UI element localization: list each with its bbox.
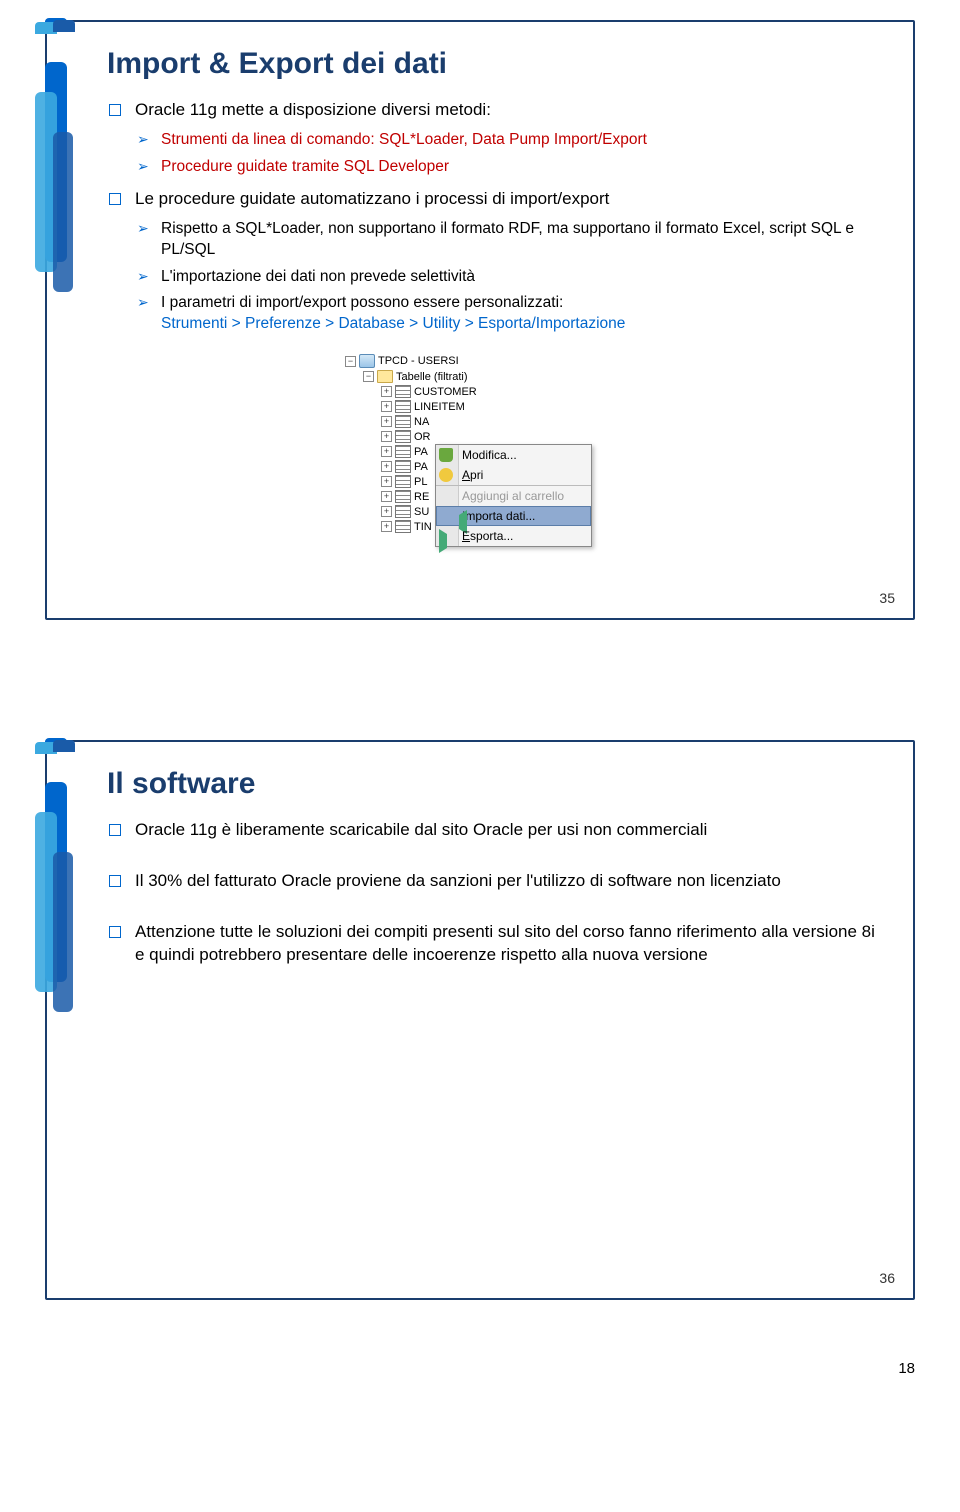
expand-icon[interactable]: + bbox=[381, 386, 392, 397]
slide-title: Il software bbox=[107, 767, 883, 801]
slide-page-number: 35 bbox=[879, 590, 895, 606]
tree-folder[interactable]: − Tabelle (filtrati) bbox=[345, 369, 645, 384]
collapse-icon[interactable]: − bbox=[345, 356, 356, 367]
table-icon bbox=[395, 505, 411, 518]
slide-tab-caps bbox=[35, 18, 77, 38]
tree-table-item[interactable]: + LINEITEM bbox=[381, 399, 645, 414]
menu-label: Apri bbox=[462, 468, 483, 482]
expand-icon[interactable]: + bbox=[381, 461, 392, 472]
subbullet-item: Procedure guidate tramite SQL Developer bbox=[135, 157, 883, 178]
bullet-item: Il 30% del fatturato Oracle proviene da … bbox=[107, 870, 883, 893]
subbullet-item: Strumenti da linea di comando: SQL*Loade… bbox=[135, 130, 883, 151]
document-page-number: 18 bbox=[0, 1340, 960, 1397]
bullet-text: Oracle 11g è liberamente scaricabile dal… bbox=[135, 820, 707, 839]
subbullet-text: I parametri di import/export possono ess… bbox=[161, 294, 563, 311]
expand-icon[interactable]: + bbox=[381, 506, 392, 517]
tree-table-item[interactable]: + NA bbox=[381, 414, 645, 429]
tree-label: SU bbox=[414, 506, 429, 518]
bullet-list: Oracle 11g è liberamente scaricabile dal… bbox=[107, 819, 883, 967]
bullet-item: Oracle 11g è liberamente scaricabile dal… bbox=[107, 819, 883, 842]
slide-page-number: 36 bbox=[879, 1270, 895, 1286]
table-icon bbox=[395, 520, 411, 533]
menu-importa[interactable]: Importa dati... bbox=[436, 506, 591, 526]
expand-icon[interactable]: + bbox=[381, 491, 392, 502]
tree-label: PA bbox=[414, 461, 428, 473]
expand-icon[interactable]: + bbox=[381, 521, 392, 532]
open-icon bbox=[439, 468, 453, 482]
collapse-icon[interactable]: − bbox=[363, 371, 374, 382]
menu-label: Esporta... bbox=[462, 529, 513, 543]
subbullet-text: Strumenti da linea di comando: SQL*Loade… bbox=[161, 131, 647, 148]
expand-icon[interactable]: + bbox=[381, 401, 392, 412]
menu-modifica[interactable]: Modifica... bbox=[436, 445, 591, 465]
slide-title: Import & Export dei dati bbox=[107, 47, 883, 81]
tree-label: RE bbox=[414, 491, 429, 503]
slide-tab-caps bbox=[35, 738, 77, 758]
context-menu: Modifica... Apri Aggiungi al carrello Im… bbox=[435, 444, 592, 547]
subbullet-text: Rispetto a SQL*Loader, non supportano il… bbox=[161, 220, 854, 258]
tree-label: TIN bbox=[414, 521, 432, 533]
bullet-item: Le procedure guidate automatizzano i pro… bbox=[107, 188, 883, 336]
folder-icon bbox=[377, 370, 393, 383]
database-icon bbox=[359, 354, 375, 368]
tree-label: OR bbox=[414, 431, 431, 443]
bullet-text: Oracle 11g mette a disposizione diversi … bbox=[135, 100, 491, 119]
bullet-item: Oracle 11g mette a disposizione diversi … bbox=[107, 99, 883, 178]
tree-table-item[interactable]: + CUSTOMER bbox=[381, 384, 645, 399]
bullet-text: Le procedure guidate automatizzano i pro… bbox=[135, 189, 609, 208]
table-icon bbox=[395, 490, 411, 503]
slide-tab-decoration bbox=[35, 62, 75, 262]
tree-label: PL bbox=[414, 476, 427, 488]
tree-label: NA bbox=[414, 416, 429, 428]
menu-label: Importa dati... bbox=[462, 509, 535, 523]
tree-label: LINEITEM bbox=[414, 401, 465, 413]
tree-folder-label: Tabelle (filtrati) bbox=[396, 371, 468, 383]
subbullet-item: I parametri di import/export possono ess… bbox=[135, 293, 883, 335]
table-icon bbox=[395, 385, 411, 398]
table-icon bbox=[395, 415, 411, 428]
subbullet-text: Procedure guidate tramite SQL Developer bbox=[161, 158, 449, 175]
slide-software: Il software Oracle 11g è liberamente sca… bbox=[45, 740, 915, 1300]
expand-icon[interactable]: + bbox=[381, 476, 392, 487]
expand-icon[interactable]: + bbox=[381, 416, 392, 427]
expand-icon[interactable]: + bbox=[381, 431, 392, 442]
menu-apri[interactable]: Apri bbox=[436, 465, 591, 485]
tree-label: CUSTOMER bbox=[414, 386, 477, 398]
edit-icon bbox=[439, 448, 453, 462]
tree-label: PA bbox=[414, 446, 428, 458]
export-icon bbox=[439, 529, 466, 553]
subbullet-text-path: Strumenti > Preferenze > Database > Util… bbox=[161, 315, 625, 332]
bullet-item: Attenzione tutte le soluzioni dei compit… bbox=[107, 921, 883, 967]
tree-table-item[interactable]: + OR bbox=[381, 429, 645, 444]
subbullet-item: L'importazione dei dati non prevede sele… bbox=[135, 267, 883, 288]
table-icon bbox=[395, 475, 411, 488]
subbullet-item: Rispetto a SQL*Loader, non supportano il… bbox=[135, 219, 883, 261]
tree-root[interactable]: − TPCD - USERSI bbox=[345, 353, 645, 369]
tree-root-label: TPCD - USERSI bbox=[378, 355, 459, 367]
subbullet-text: L'importazione dei dati non prevede sele… bbox=[161, 268, 475, 285]
menu-aggiungi: Aggiungi al carrello bbox=[436, 485, 591, 506]
menu-label: Aggiungi al carrello bbox=[462, 489, 564, 503]
embedded-tree-screenshot: − TPCD - USERSI − Tabelle (filtrati) + CU… bbox=[345, 353, 645, 547]
bullet-text: Il 30% del fatturato Oracle proviene da … bbox=[135, 871, 781, 890]
table-icon bbox=[395, 460, 411, 473]
expand-icon[interactable]: + bbox=[381, 446, 392, 457]
slide-import-export: Import & Export dei dati Oracle 11g mett… bbox=[45, 20, 915, 620]
slide-tab-decoration bbox=[35, 782, 75, 982]
table-icon bbox=[395, 445, 411, 458]
bullet-text: Attenzione tutte le soluzioni dei compit… bbox=[135, 922, 875, 964]
table-icon bbox=[395, 400, 411, 413]
menu-label: Modifica... bbox=[462, 448, 517, 462]
table-icon bbox=[395, 430, 411, 443]
bullet-list: Oracle 11g mette a disposizione diversi … bbox=[107, 99, 883, 335]
menu-esporta[interactable]: Esporta... bbox=[436, 526, 591, 546]
